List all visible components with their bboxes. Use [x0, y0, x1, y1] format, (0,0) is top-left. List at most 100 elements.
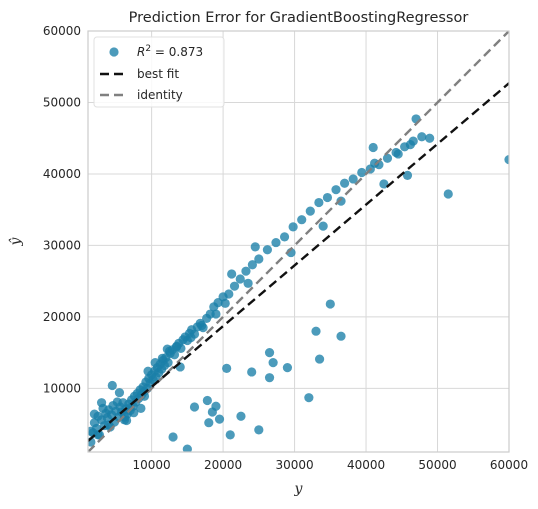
data-point [243, 278, 253, 288]
legend: R2 = 0.873 best fit identity [93, 36, 225, 108]
data-point [247, 260, 257, 270]
data-point [227, 269, 237, 279]
data-point [504, 155, 509, 165]
data-point [318, 221, 328, 231]
x-tick-label: 40000 [347, 458, 385, 472]
data-point [443, 189, 453, 199]
reference-lines [88, 31, 509, 452]
x-tick-label: 30000 [275, 458, 313, 472]
data-point [220, 298, 230, 308]
legend-r2-label: R2 = 0.873 [137, 44, 203, 59]
x-tick-label: 10000 [133, 458, 171, 472]
data-point [107, 380, 117, 391]
data-point [186, 333, 196, 343]
data-point [264, 348, 275, 358]
data-point [279, 232, 290, 242]
data-point [172, 342, 182, 352]
data-point [96, 398, 107, 408]
y-tick-label: 30000 [43, 238, 81, 252]
data-point [164, 346, 175, 356]
data-point [405, 140, 415, 150]
data-point [150, 358, 160, 368]
data-point [254, 254, 264, 264]
legend-r2-value: = 0.873 [151, 45, 203, 59]
data-point [114, 388, 125, 398]
x-tick-label: 20000 [204, 458, 242, 472]
legend-best-fit-label: best fit [137, 67, 179, 81]
data-point [224, 289, 234, 299]
data-point [268, 358, 278, 368]
data-point [348, 174, 358, 184]
data-point [235, 274, 245, 284]
data-point [325, 299, 335, 309]
scatter-points [88, 114, 509, 452]
data-point [368, 142, 378, 153]
data-point [125, 403, 135, 413]
data-point [425, 133, 435, 143]
data-point [222, 363, 232, 373]
data-point [336, 196, 346, 206]
x-tick-label: 60000 [490, 458, 528, 472]
data-point [143, 366, 153, 376]
data-point [182, 444, 192, 452]
y-axis-title: ŷ [7, 236, 24, 246]
data-point [168, 432, 178, 442]
data-point [336, 331, 346, 341]
data-point [304, 393, 314, 403]
data-point [247, 367, 257, 377]
legend-box [93, 36, 225, 108]
data-point [202, 395, 212, 406]
data-point [417, 132, 427, 142]
data-point [282, 363, 293, 373]
data-point [236, 411, 246, 421]
data-point [314, 354, 325, 364]
data-point [214, 414, 225, 424]
data-point [262, 245, 273, 255]
chart-title: Prediction Error for GradientBoostingReg… [129, 10, 469, 26]
data-point [250, 242, 260, 252]
data-point [271, 237, 281, 248]
data-point [189, 402, 200, 412]
data-point [382, 153, 393, 163]
data-point [93, 430, 103, 440]
data-point [393, 149, 403, 159]
data-point [241, 266, 251, 276]
data-point [297, 215, 307, 225]
data-point [264, 373, 275, 383]
y-tick-label: 40000 [43, 167, 81, 181]
y-tick-label: 20000 [43, 310, 81, 324]
y-tick-label: 10000 [43, 381, 81, 395]
data-point [340, 178, 350, 188]
data-point [211, 309, 221, 319]
data-point [204, 418, 214, 428]
data-point [254, 425, 264, 435]
legend-r2-prefix: R [137, 45, 145, 59]
data-point [89, 409, 100, 419]
legend-identity-label: identity [137, 88, 183, 102]
data-point [288, 222, 298, 232]
axes: 10000 20000 30000 40000 50000 60000 10000 20000… [43, 24, 528, 472]
data-point [157, 353, 167, 363]
x-axis-title: y [294, 481, 304, 497]
data-point [305, 206, 315, 216]
data-point [229, 281, 240, 291]
x-tick-label: 50000 [418, 458, 456, 472]
plot-frame [87, 30, 510, 453]
legend-r2-superscript: 2 [145, 44, 151, 54]
data-point [197, 320, 207, 331]
best-fit-line [88, 82, 509, 442]
data-point [311, 326, 321, 336]
data-point [207, 407, 217, 417]
data-point [322, 192, 333, 203]
data-point [357, 167, 367, 178]
data-point [136, 403, 146, 413]
y-tick-label: 50000 [43, 95, 81, 109]
data-point [370, 158, 380, 168]
data-point [331, 185, 341, 195]
data-point [88, 426, 96, 436]
y-tick-label: 60000 [43, 24, 81, 38]
data-point [402, 170, 413, 180]
data-point [225, 430, 235, 440]
legend-point-marker [109, 47, 119, 57]
